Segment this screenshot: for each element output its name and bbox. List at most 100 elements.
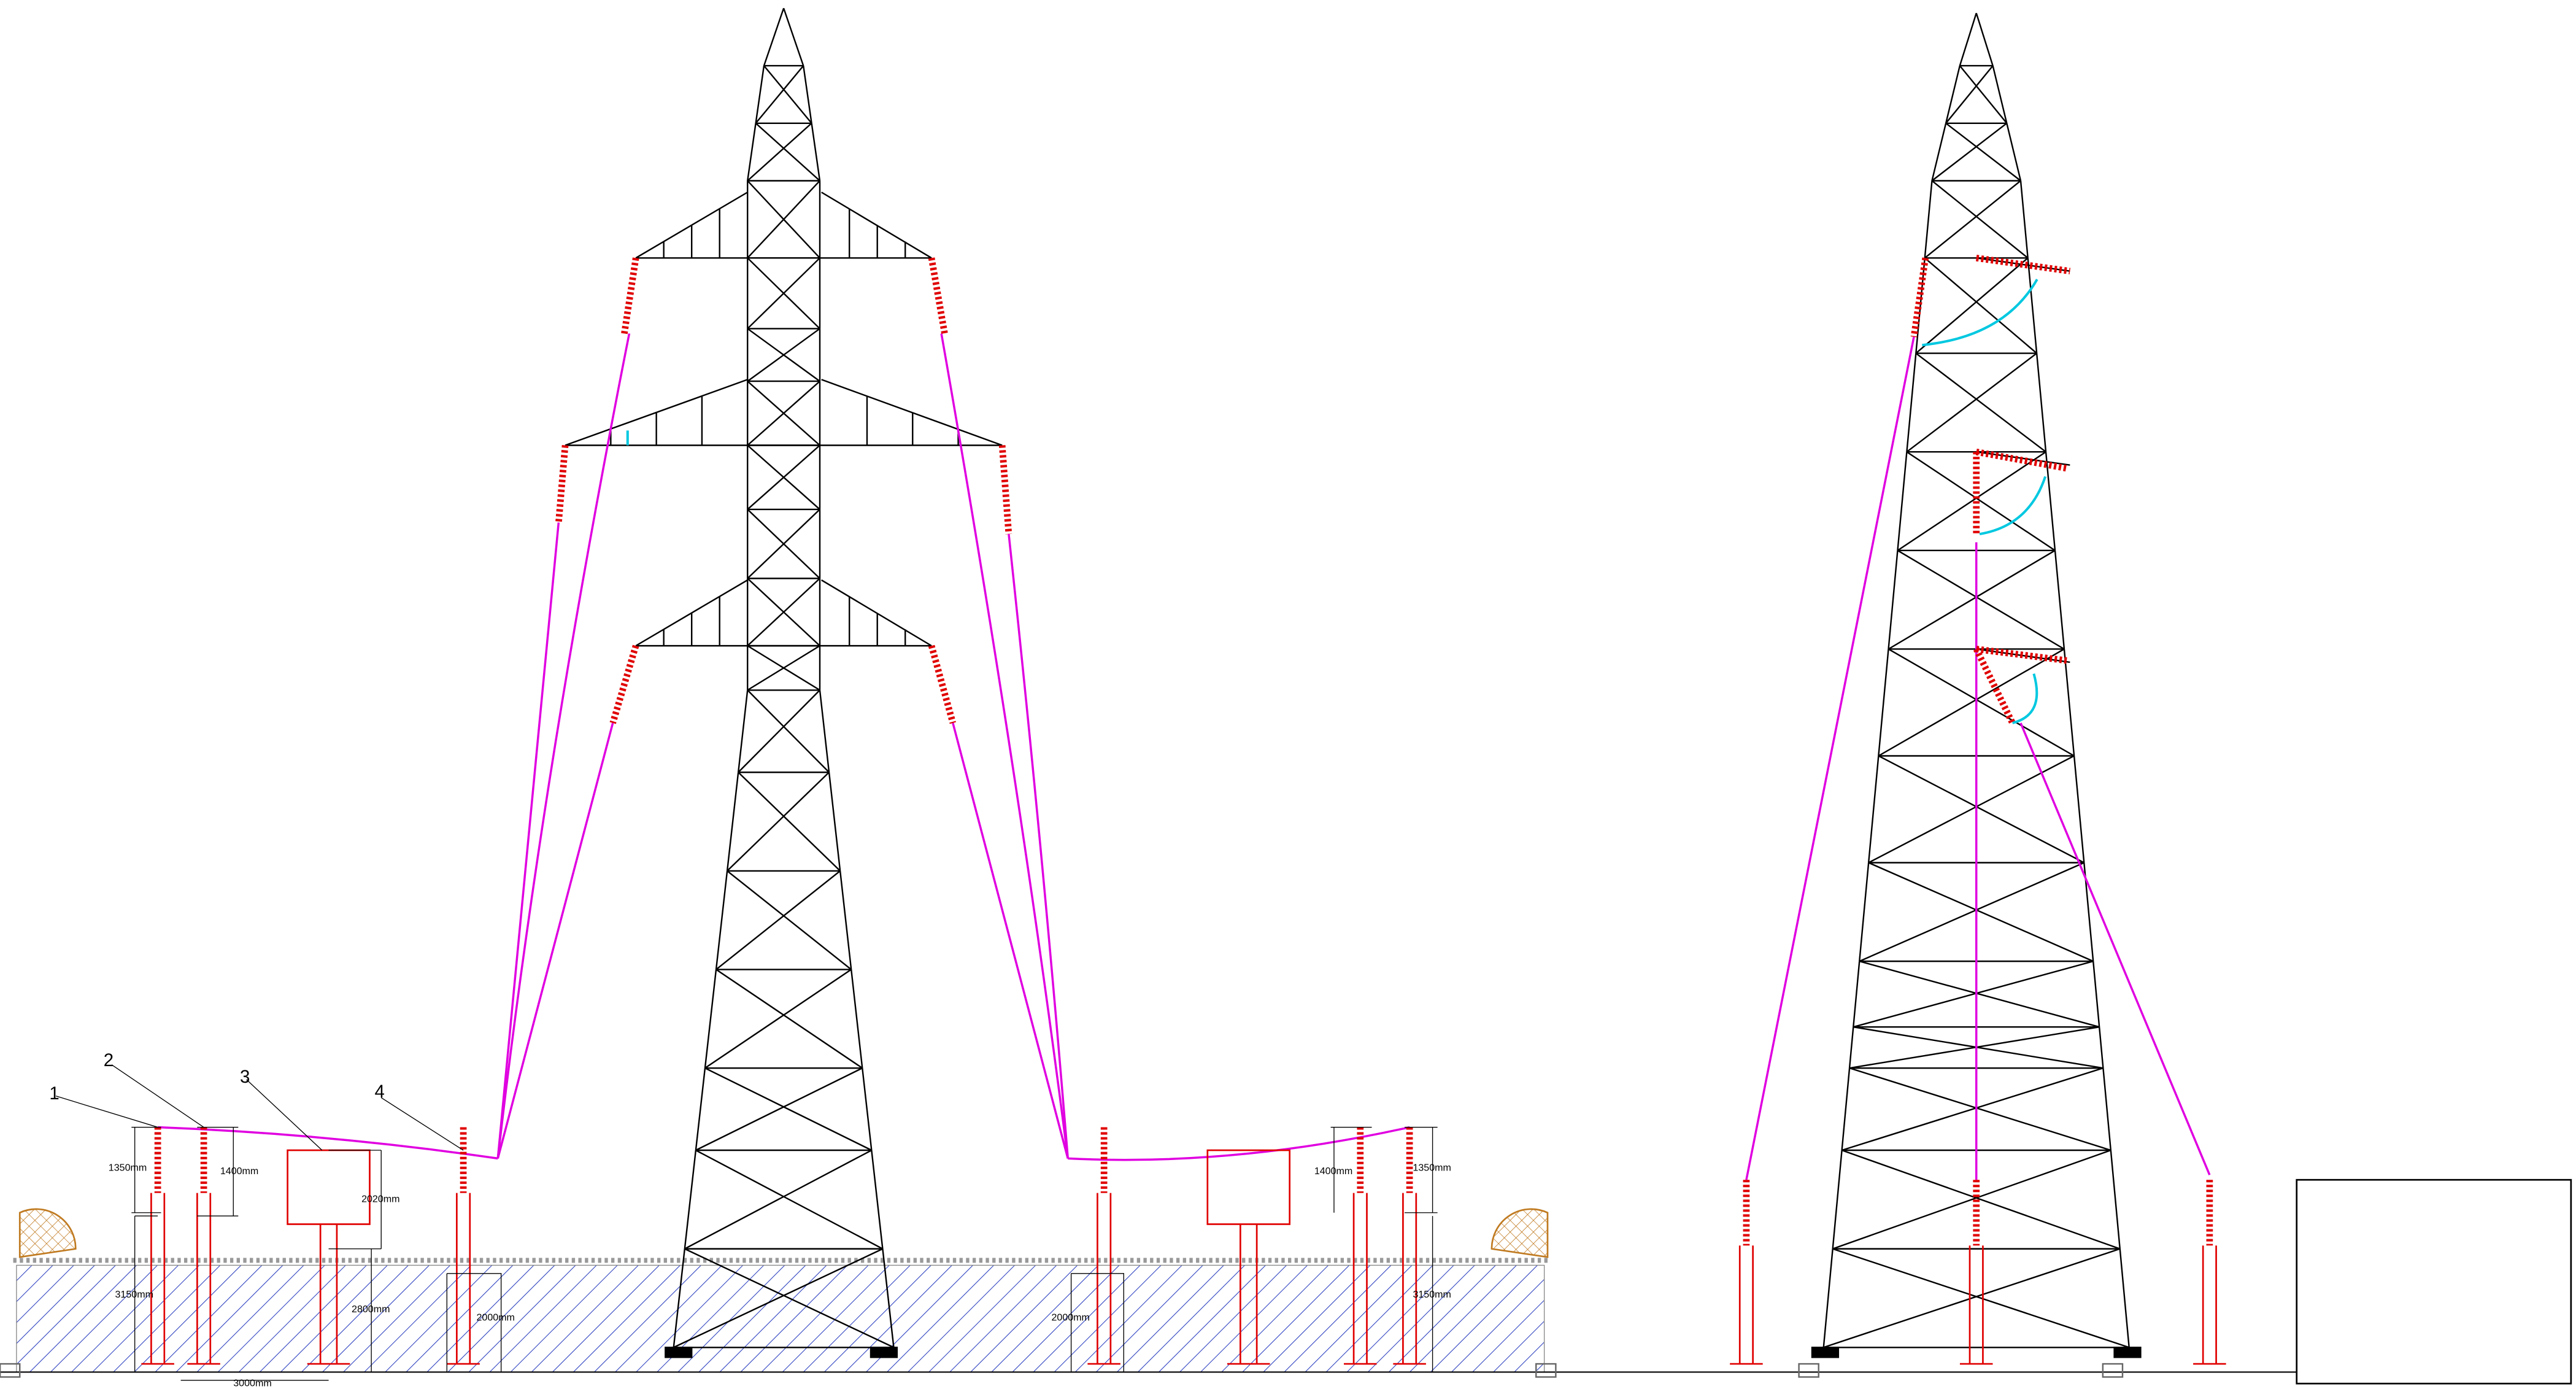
member <box>1849 1067 2111 1151</box>
member <box>1959 65 2008 124</box>
member <box>1867 756 1880 863</box>
member <box>1859 862 1870 962</box>
conductor <box>496 333 631 1159</box>
member <box>673 1248 686 1348</box>
insulator <box>1975 448 2067 472</box>
member <box>1853 961 1861 1027</box>
member <box>1868 755 2075 864</box>
member <box>1878 755 2084 864</box>
member <box>1848 1027 1854 1069</box>
member <box>2054 550 2065 649</box>
member <box>747 689 830 773</box>
member <box>1924 180 1933 258</box>
member <box>1832 1150 1843 1249</box>
member <box>1832 1248 2130 1348</box>
member <box>763 65 812 124</box>
member <box>1931 180 2029 259</box>
member <box>763 7 785 66</box>
member <box>839 870 852 970</box>
conductor <box>158 1126 498 1160</box>
foot <box>870 1347 898 1358</box>
member <box>2102 1068 2112 1151</box>
member <box>755 65 804 124</box>
member <box>738 689 820 773</box>
conductors <box>158 333 2211 1180</box>
member <box>1915 257 2029 354</box>
member <box>2019 180 2029 258</box>
callout: 4 <box>375 1081 385 1102</box>
member <box>882 1248 895 1348</box>
member <box>727 772 830 872</box>
member <box>1945 65 1994 124</box>
member <box>1849 1026 2100 1069</box>
member <box>1897 452 1908 551</box>
member <box>1888 648 2075 757</box>
breaker <box>287 1149 371 1225</box>
member <box>2045 452 2056 551</box>
member <box>1841 1068 1851 1151</box>
member <box>747 509 820 579</box>
callout: 2 <box>104 1050 114 1070</box>
fence-end <box>1490 1208 1549 1258</box>
member <box>747 122 812 182</box>
member <box>1924 180 2021 259</box>
member <box>821 579 932 647</box>
member <box>1859 862 2084 962</box>
member <box>1959 13 1977 66</box>
base <box>2102 1363 2124 1378</box>
member <box>1841 1067 2104 1151</box>
insulator <box>1976 646 2067 664</box>
member <box>1853 960 2094 1028</box>
foot <box>1811 1347 1840 1358</box>
member <box>2119 1248 2130 1348</box>
member <box>673 1248 883 1348</box>
member <box>850 969 863 1069</box>
member <box>695 1068 706 1151</box>
member <box>747 123 757 181</box>
member <box>871 1150 884 1249</box>
jumpers <box>626 279 2047 724</box>
support <box>1087 1193 1120 1365</box>
member <box>726 772 739 872</box>
member <box>1992 65 2008 124</box>
support <box>141 1193 174 1365</box>
member <box>695 1067 863 1151</box>
conductor <box>952 722 1069 1159</box>
support <box>1959 1245 1993 1365</box>
member <box>715 870 728 970</box>
member <box>727 870 852 970</box>
dimension: 1400mm <box>1314 1166 1352 1177</box>
member <box>2035 353 2047 452</box>
insulator <box>1910 257 1929 338</box>
base <box>1535 1363 1557 1378</box>
breaker <box>1206 1149 1291 1225</box>
equipment <box>141 255 2226 1365</box>
member <box>747 381 820 446</box>
towers <box>0 7 2142 1378</box>
insulator <box>1975 255 2071 275</box>
member <box>695 1149 883 1250</box>
insulator <box>609 644 639 724</box>
fence-end <box>18 1208 77 1258</box>
member <box>747 257 820 330</box>
member <box>2092 961 2100 1027</box>
support <box>1730 1245 1763 1365</box>
member <box>755 122 820 182</box>
member <box>747 180 820 259</box>
dimension: 3000mm <box>233 1377 271 1388</box>
support <box>307 1224 350 1365</box>
member <box>1878 649 1889 756</box>
member <box>1915 352 2046 453</box>
member <box>862 1068 873 1151</box>
member <box>747 444 820 510</box>
member <box>738 772 841 872</box>
conductor <box>2019 722 2211 1175</box>
member <box>747 578 820 647</box>
member <box>715 870 841 970</box>
support <box>447 1193 480 1365</box>
dimension: 2020mm <box>361 1194 399 1205</box>
building <box>2296 1178 2572 1385</box>
foot <box>665 1347 693 1358</box>
conductor <box>1745 336 1915 1180</box>
callout: 1 <box>49 1083 59 1104</box>
